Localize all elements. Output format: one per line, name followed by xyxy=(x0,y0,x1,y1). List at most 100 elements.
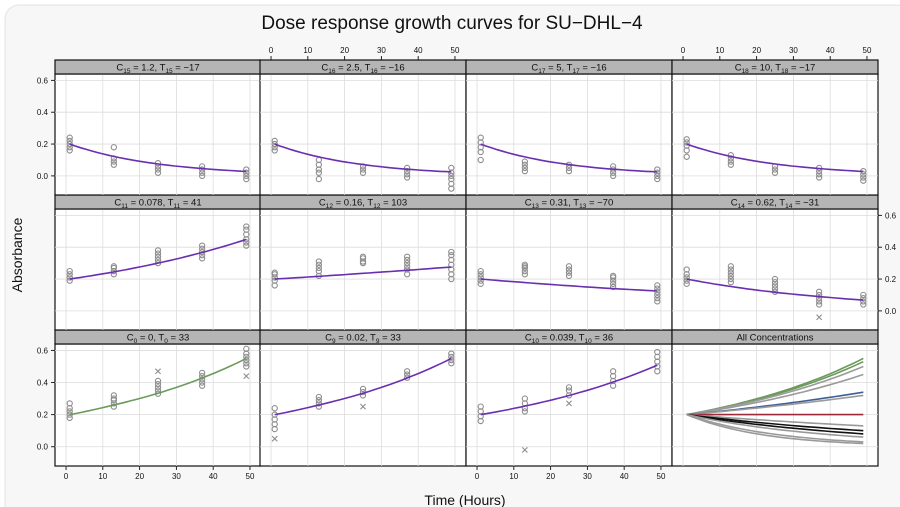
data-point xyxy=(110,392,118,399)
panel-grid-lines xyxy=(672,209,878,330)
y-tick-label: 0.6 xyxy=(37,346,49,355)
summary-growth-curve xyxy=(686,413,864,435)
panel-grid-lines xyxy=(672,74,878,195)
data-point xyxy=(110,403,118,410)
data-point xyxy=(683,153,690,160)
data-point xyxy=(815,174,823,181)
x-tick-label: 10 xyxy=(509,472,518,481)
data-point xyxy=(609,280,617,287)
strip-text-part: C xyxy=(116,63,123,74)
panel-strip-label: C17 = 5, T17 = −16 xyxy=(531,63,606,76)
outlier-mark xyxy=(155,368,161,375)
x-tick-label: 40 xyxy=(620,472,629,481)
strip-subscript: 16 xyxy=(370,68,378,75)
outlier-mark xyxy=(360,403,366,410)
data-point xyxy=(860,301,867,308)
data-point xyxy=(521,161,529,168)
data-point xyxy=(683,139,690,146)
panel-background xyxy=(54,73,262,196)
data-point xyxy=(154,250,162,257)
data-point xyxy=(683,266,690,273)
data-point xyxy=(243,360,250,367)
data-point xyxy=(403,171,411,178)
panel-strip-label: C16 = 2.5, T16 = −16 xyxy=(321,63,404,76)
data-point xyxy=(243,223,250,230)
data-point xyxy=(521,167,529,175)
panel-grid-lines xyxy=(672,344,878,466)
data-point xyxy=(565,272,573,280)
panel-strip-label: C18 = 10, T18 = −17 xyxy=(735,63,816,76)
data-point xyxy=(154,253,162,260)
strip-text-part: = 0.62, T xyxy=(745,198,785,209)
strip-subscript: 11 xyxy=(121,203,128,210)
data-point xyxy=(243,242,250,249)
outlier-mark xyxy=(566,400,572,407)
strip-text-part: = 0.039, T xyxy=(539,333,585,344)
data-point xyxy=(477,274,484,281)
data-point xyxy=(66,140,73,148)
data-point xyxy=(654,295,661,302)
strip-text-part: = 33 xyxy=(379,333,400,344)
strip-text-part: = 0.02, T xyxy=(336,333,376,344)
data-point xyxy=(727,272,735,280)
x-tick-label: 50 xyxy=(657,472,666,481)
x-tick-label: 0 xyxy=(681,46,686,55)
data-point xyxy=(154,247,162,254)
data-point xyxy=(565,263,573,270)
data-point xyxy=(565,384,573,391)
outlier-mark xyxy=(271,435,278,442)
data-point xyxy=(243,226,250,233)
data-point xyxy=(477,403,484,410)
x-tick-label: 10 xyxy=(715,46,724,55)
data-point xyxy=(243,345,250,352)
panel-background xyxy=(465,73,673,196)
data-point xyxy=(110,161,118,168)
data-point xyxy=(154,169,162,176)
data-point xyxy=(243,172,250,180)
data-point xyxy=(654,169,661,176)
summary-growth-curve xyxy=(686,394,864,416)
strip-text-part: = 2.5, T xyxy=(335,63,370,74)
data-point xyxy=(403,174,411,181)
summary-growth-curve xyxy=(686,373,864,416)
data-point xyxy=(403,263,411,270)
x-tick-label: 0 xyxy=(64,472,69,481)
panel-strip-label: C13 = 0.31, T13 = −70 xyxy=(525,198,614,211)
strip-text-part: C xyxy=(735,63,742,74)
data-point xyxy=(359,385,367,393)
strip-subscript: 13 xyxy=(532,203,540,210)
data-point xyxy=(565,167,573,175)
y-tick-label: 0.2 xyxy=(885,275,897,284)
data-point xyxy=(198,242,206,249)
data-point xyxy=(66,277,73,284)
x-tick-label: 20 xyxy=(135,472,144,481)
data-point xyxy=(271,269,278,276)
data-point xyxy=(727,158,735,165)
data-point xyxy=(448,353,455,360)
strip-subscript: 11 xyxy=(173,203,180,210)
data-point xyxy=(683,274,690,281)
panel-strip-label: C14 = 0.62, T14 = −31 xyxy=(731,198,820,211)
data-point xyxy=(771,279,779,286)
data-point xyxy=(771,166,779,173)
panel-data-points xyxy=(66,345,250,421)
data-point xyxy=(565,266,573,273)
data-point xyxy=(815,288,823,295)
y-tick-label: 0.0 xyxy=(37,172,49,181)
data-point xyxy=(815,301,823,308)
panel-strip-label: C15 = 1.2, T15 = −17 xyxy=(116,63,199,76)
summary-growth-curve xyxy=(686,413,864,432)
data-point xyxy=(654,282,661,289)
strip-text-part: C xyxy=(531,63,538,74)
panel-grid-lines xyxy=(466,209,672,330)
strip-subscript: 17 xyxy=(572,68,580,75)
data-point xyxy=(860,291,867,299)
data-point xyxy=(66,134,73,141)
outlier-mark xyxy=(816,314,823,321)
panel-data-points xyxy=(477,348,661,453)
data-point xyxy=(860,177,867,184)
data-point xyxy=(271,405,278,412)
data-point xyxy=(521,164,529,172)
data-point xyxy=(403,256,411,264)
strip-subscript: 18 xyxy=(781,68,789,75)
